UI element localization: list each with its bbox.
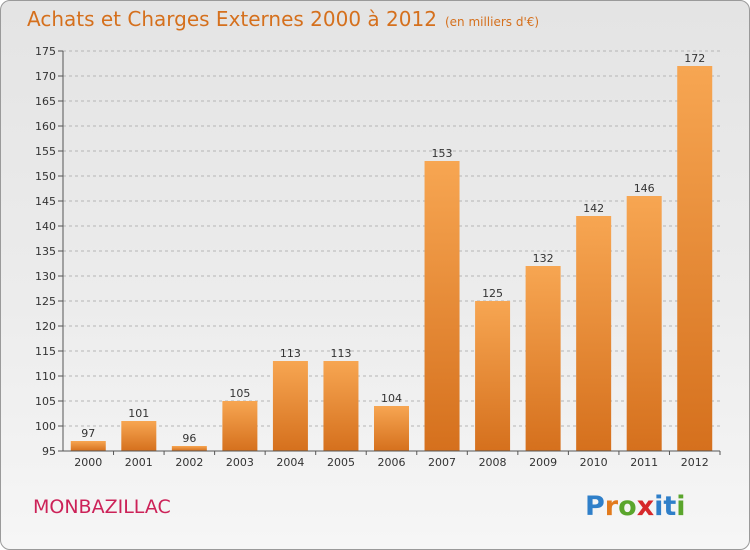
logo-letter: x	[636, 491, 655, 522]
y-tick-label: 140	[35, 220, 56, 233]
x-tick-label: 2011	[630, 456, 658, 469]
bar-2007	[424, 161, 460, 451]
y-tick-label: 130	[35, 270, 56, 283]
bar-2001	[121, 421, 157, 451]
data-label-2006: 104	[381, 392, 402, 405]
grid-lines	[63, 50, 720, 452]
y-tick-label: 110	[35, 370, 56, 383]
chart-title: Achats et Charges Externes 2000 à 2012 (e…	[27, 7, 539, 31]
data-label-2004: 113	[280, 347, 301, 360]
y-tick-label: 175	[35, 45, 56, 58]
data-label-2002: 96	[182, 432, 196, 445]
bar-2000	[70, 441, 106, 451]
data-label-2012: 172	[684, 52, 705, 65]
y-tick-label: 100	[35, 420, 56, 433]
chart-title-text: Achats et Charges Externes 2000 à 2012	[27, 7, 437, 31]
y-tick-label: 160	[35, 120, 56, 133]
logo-letter: o	[618, 491, 637, 522]
bars: 97 101 96 105 113 113 104 153 125 132 142 146 172	[70, 52, 713, 451]
x-tick-label: 2000	[74, 456, 102, 469]
proxiti-logo: Proxiti	[585, 491, 686, 522]
axes	[62, 51, 720, 452]
y-tick-label: 120	[35, 320, 56, 333]
bar-2006	[374, 406, 409, 451]
x-tick-label: 2009	[529, 456, 557, 469]
bar-2005	[323, 361, 359, 451]
data-label-2007: 153	[432, 147, 453, 160]
data-label-2000: 97	[81, 427, 95, 440]
logo-letter: P	[585, 491, 605, 522]
y-tick-label: 170	[35, 70, 56, 83]
x-tick-label: 2004	[276, 456, 304, 469]
bar-2012	[677, 66, 713, 451]
bar-2003	[222, 401, 258, 451]
y-tick-label: 135	[35, 245, 56, 258]
x-axis: 2000 2001 2002 2003 2004 2005 2006 2007 2008 2009…	[74, 451, 721, 469]
logo-letter: i	[654, 491, 664, 522]
data-label-2005: 113	[330, 347, 351, 360]
y-tick-label: 145	[35, 195, 56, 208]
bar-2008	[475, 301, 511, 451]
data-label-2003: 105	[229, 387, 250, 400]
x-tick-label: 2003	[226, 456, 254, 469]
logo-letter: r	[604, 491, 619, 522]
x-tick-label: 2010	[580, 456, 608, 469]
data-label-2010: 142	[583, 202, 604, 215]
y-tick-label: 150	[35, 170, 56, 183]
bar-2004	[272, 361, 308, 451]
x-tick-label: 2006	[378, 456, 406, 469]
y-tick-label: 155	[35, 145, 56, 158]
data-label-2011: 146	[634, 182, 655, 195]
y-axis: 95 100 105 110 115 120 125 130 135 140 145 150 155 16…	[35, 45, 63, 458]
logo-letter: t	[663, 491, 677, 522]
bar-2010	[576, 216, 612, 451]
chart-unit: (en milliers d'€)	[444, 15, 540, 29]
y-tick-label: 95	[42, 445, 56, 458]
x-tick-label: 2008	[479, 456, 507, 469]
y-tick-label: 115	[35, 345, 56, 358]
data-label-2008: 125	[482, 287, 503, 300]
x-tick-label: 2007	[428, 456, 456, 469]
data-label-2001: 101	[128, 407, 149, 420]
x-tick-label: 2005	[327, 456, 355, 469]
commune-name: MONBAZILLAC	[33, 496, 171, 518]
data-label-2009: 132	[533, 252, 554, 265]
x-tick-label: 2012	[681, 456, 709, 469]
bar-2002	[171, 446, 207, 451]
bar-2011	[626, 196, 662, 451]
bar-2009	[525, 266, 561, 451]
x-tick-label: 2001	[125, 456, 153, 469]
x-tick-label: 2002	[175, 456, 203, 469]
y-tick-label: 125	[35, 295, 56, 308]
logo-letter: i	[676, 491, 686, 522]
y-tick-label: 105	[35, 395, 56, 408]
y-tick-label: 165	[35, 95, 56, 108]
